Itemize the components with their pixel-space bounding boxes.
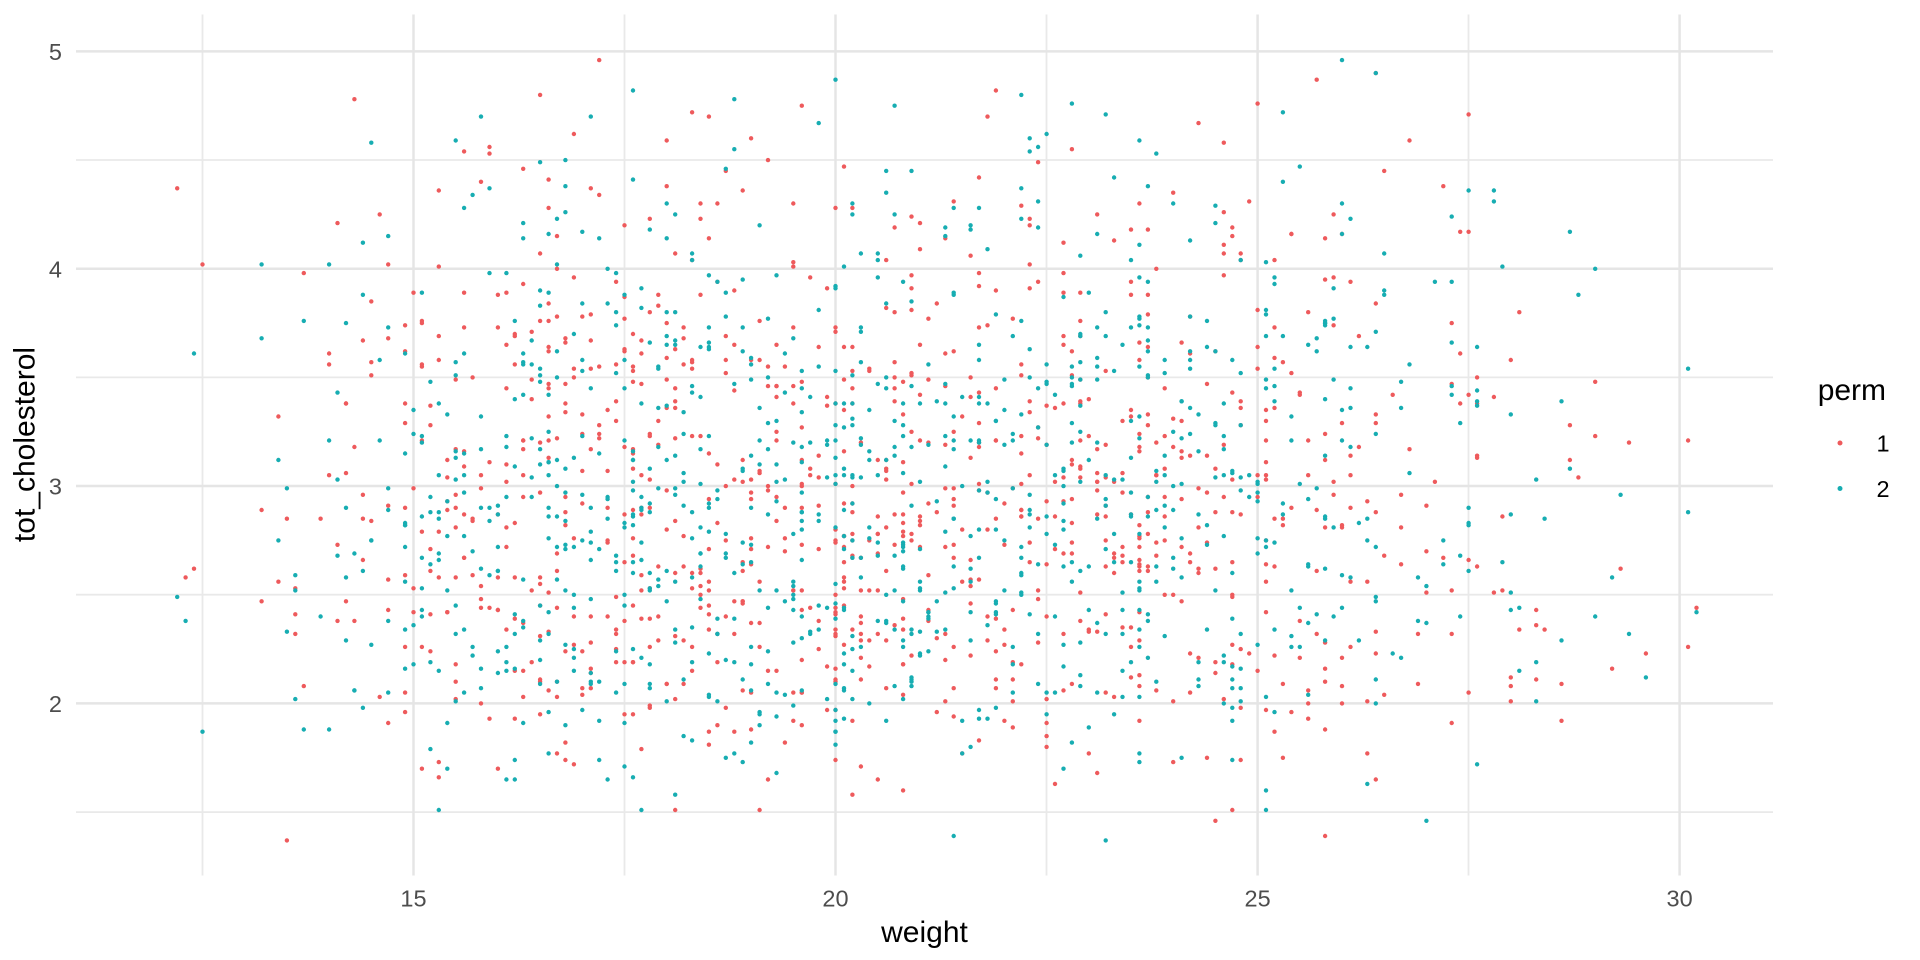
svg-text:5: 5 (49, 39, 62, 65)
svg-text:20: 20 (822, 886, 848, 912)
svg-text:2: 2 (1877, 476, 1890, 502)
svg-text:4: 4 (49, 256, 62, 282)
svg-text:tot_cholesterol: tot_cholesterol (9, 347, 42, 542)
svg-text:30: 30 (1667, 886, 1693, 912)
svg-text:perm: perm (1818, 374, 1886, 407)
svg-text:25: 25 (1245, 886, 1271, 912)
svg-text:2: 2 (49, 691, 62, 717)
svg-text:1: 1 (1877, 431, 1890, 457)
svg-text:3: 3 (49, 474, 62, 500)
svg-text:15: 15 (400, 886, 426, 912)
svg-text:weight: weight (880, 916, 968, 949)
